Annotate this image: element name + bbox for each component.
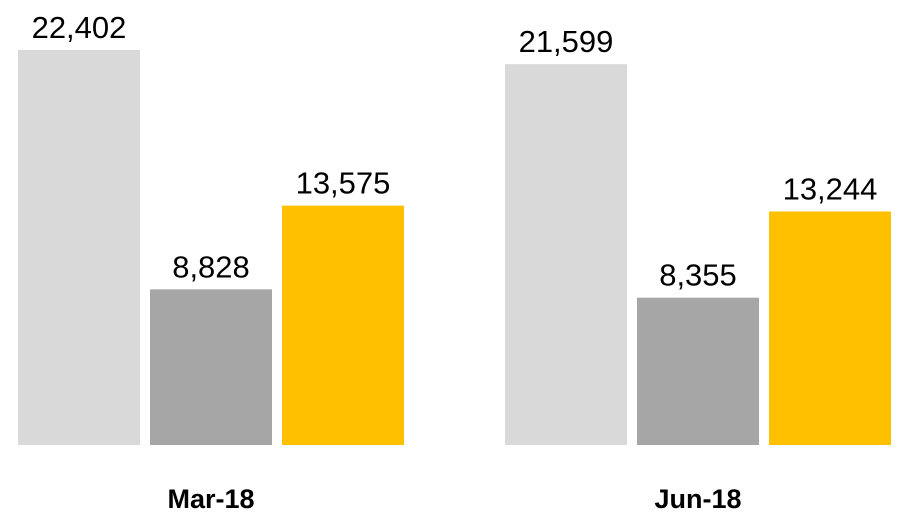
bar [282, 205, 404, 445]
value-label: 8,828 [172, 249, 250, 284]
value-label: 13,575 [296, 166, 391, 201]
bar [150, 289, 272, 445]
value-label: 21,599 [519, 24, 614, 59]
value-label: 13,244 [783, 171, 878, 206]
bar [769, 211, 891, 445]
value-label: 22,402 [32, 10, 127, 45]
bar [637, 297, 759, 445]
bar [505, 64, 627, 445]
category-label: Jun-18 [654, 484, 741, 514]
category-label: Mar-18 [167, 484, 254, 514]
bar [18, 50, 140, 445]
value-label: 8,355 [659, 258, 737, 293]
